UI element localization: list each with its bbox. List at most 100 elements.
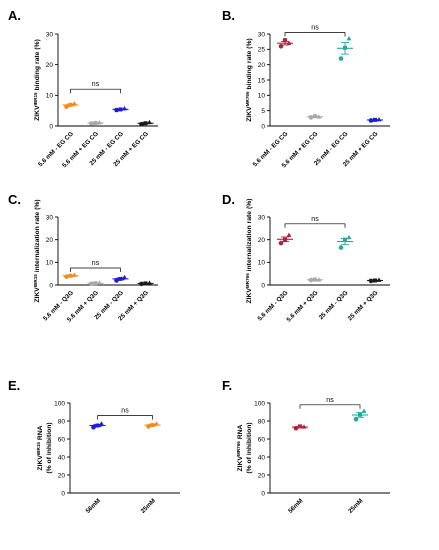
y-tick-label: 0 bbox=[49, 123, 53, 130]
panel-label: C. bbox=[8, 192, 21, 207]
y-tick-label: 30 bbox=[258, 214, 266, 221]
data-point bbox=[64, 104, 69, 109]
data-point bbox=[376, 277, 382, 282]
data-point bbox=[99, 421, 104, 426]
data-point bbox=[143, 281, 148, 286]
data-point bbox=[338, 245, 344, 250]
y-axis-label-rest: RNA bbox=[237, 424, 244, 441]
data-point bbox=[286, 40, 292, 45]
significance-bracket bbox=[299, 404, 361, 409]
group-4 bbox=[367, 277, 383, 284]
y-tick-label: 0 bbox=[49, 282, 53, 289]
y-tick-label: 20 bbox=[258, 237, 266, 244]
group-2 bbox=[144, 421, 161, 429]
data-point bbox=[316, 114, 322, 119]
y-tick-label: 20 bbox=[46, 62, 54, 69]
data-point bbox=[278, 43, 284, 49]
y-axis-label-sup: MR766 bbox=[245, 91, 250, 106]
data-point bbox=[376, 116, 382, 122]
data-point bbox=[286, 232, 292, 237]
y-tick-label: 100 bbox=[54, 400, 65, 407]
panel-label: F. bbox=[222, 378, 232, 393]
data-point bbox=[353, 416, 359, 422]
data-point bbox=[139, 281, 144, 287]
data-point bbox=[122, 105, 127, 111]
group-3 bbox=[112, 105, 129, 113]
category-label: 25mM bbox=[140, 497, 157, 514]
category-label: 56mM bbox=[85, 497, 102, 514]
data-point bbox=[114, 278, 119, 283]
y-axis-label: ZIKVIBR15 binding rate (%) bbox=[33, 39, 42, 121]
group-3 bbox=[337, 234, 353, 250]
significance-label: ns bbox=[311, 216, 319, 223]
y-axis-label: ZIKVMR766 RNA bbox=[236, 424, 245, 471]
data-point bbox=[147, 119, 152, 125]
data-point bbox=[283, 38, 287, 43]
group-3 bbox=[337, 36, 353, 61]
data-point bbox=[97, 120, 102, 125]
data-point bbox=[283, 237, 287, 242]
group-4 bbox=[137, 119, 154, 127]
data-point bbox=[313, 277, 317, 282]
group-1 bbox=[277, 232, 293, 246]
data-point bbox=[346, 36, 352, 41]
y-axis-label-base: ZIKV bbox=[37, 455, 44, 471]
group-1 bbox=[277, 38, 293, 49]
y-tick-label: 20 bbox=[258, 62, 266, 69]
y-tick-label: 80 bbox=[58, 418, 66, 425]
data-point bbox=[118, 276, 123, 281]
y-tick-label: 0 bbox=[61, 490, 65, 497]
y-axis-label-rest: internalization rate (%) bbox=[246, 198, 253, 273]
data-point bbox=[143, 121, 148, 126]
y-tick-label: 60 bbox=[258, 436, 266, 443]
data-point bbox=[343, 237, 347, 242]
y-tick-label: 10 bbox=[258, 93, 266, 100]
data-point bbox=[298, 424, 302, 429]
y-axis-label-line2: (% of inhibition) bbox=[246, 422, 253, 473]
y-axis-label-base: ZIKV bbox=[237, 456, 244, 472]
y-tick-label: 40 bbox=[58, 454, 66, 461]
panel-label: B. bbox=[222, 8, 235, 23]
data-point bbox=[373, 278, 377, 283]
y-tick-label: 15 bbox=[258, 77, 266, 84]
panel-label: A. bbox=[8, 8, 21, 23]
y-axis-label-line2: (% of inhibition) bbox=[46, 422, 53, 473]
data-point bbox=[114, 107, 119, 113]
y-tick-label: 20 bbox=[46, 237, 54, 244]
y-tick-label: 40 bbox=[258, 454, 266, 461]
y-tick-label: 60 bbox=[58, 436, 66, 443]
y-axis-label-sup: MR766 bbox=[245, 273, 250, 288]
data-point bbox=[93, 120, 98, 125]
data-point bbox=[89, 121, 94, 126]
data-point bbox=[301, 424, 307, 429]
panel-label: E. bbox=[8, 378, 20, 393]
panel-5: E. 0 20 40 60 80 100 ZIKVIBR15 RNA (% of inhibit… bbox=[8, 378, 180, 515]
group-4 bbox=[367, 116, 383, 123]
y-axis-label: ZIKVMR766 internalization rate (%) bbox=[245, 198, 254, 303]
y-tick-label: 10 bbox=[258, 260, 266, 267]
significance-bracket bbox=[70, 88, 121, 94]
group-2 bbox=[352, 408, 368, 422]
data-point bbox=[373, 117, 377, 122]
y-axis-label-rest: binding rate (%) bbox=[246, 38, 253, 91]
significance-label: ns bbox=[311, 24, 319, 31]
panel-4: D. 0 10 20 30 ZIKVMR766 internalization rate … bbox=[222, 192, 390, 323]
y-tick-label: 0 bbox=[261, 282, 265, 289]
significance-label: ns bbox=[326, 397, 334, 404]
y-tick-label: 30 bbox=[258, 31, 266, 38]
y-axis-label-base: ZIKV bbox=[246, 106, 253, 122]
group-2 bbox=[307, 114, 323, 120]
significance-bracket bbox=[284, 32, 346, 37]
category-label: 25 mM + Q3G bbox=[347, 289, 380, 322]
data-point bbox=[139, 121, 144, 127]
panel-label: D. bbox=[222, 192, 235, 207]
data-point bbox=[150, 423, 155, 428]
category-label: 5.6 mM + Q3G bbox=[285, 289, 319, 323]
y-axis-label-sup: IBR15 bbox=[33, 274, 38, 287]
data-point bbox=[122, 274, 127, 280]
y-tick-label: 25 bbox=[258, 47, 266, 54]
y-axis-label-sup: MR766 bbox=[236, 441, 241, 456]
data-point bbox=[95, 423, 100, 428]
